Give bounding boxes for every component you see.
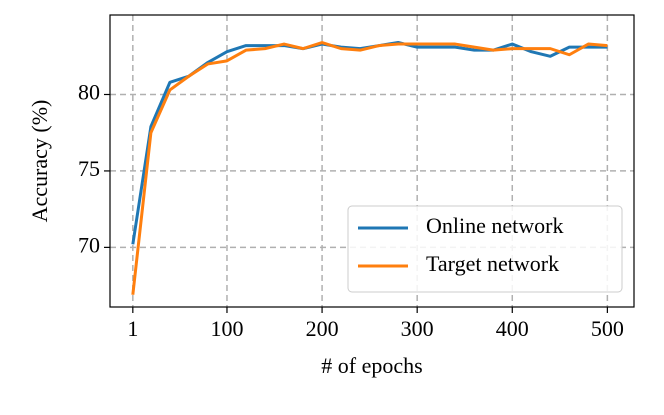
y-tick-label: 75 — [78, 156, 100, 181]
x-tick-label: 200 — [306, 316, 339, 341]
x-tick-label: 400 — [496, 316, 529, 341]
legend-label: Target network — [426, 251, 559, 276]
y-axis-label: Accuracy (%) — [27, 100, 52, 223]
line-series — [131, 41, 608, 295]
legend-box — [347, 205, 623, 293]
legend-label: Online network — [426, 213, 563, 238]
x-tick-label: 300 — [401, 316, 434, 341]
y-tick-label: 80 — [78, 80, 100, 105]
x-tick-label: 500 — [591, 316, 624, 341]
x-axis-label: # of epochs — [321, 353, 422, 378]
x-tick-label: 1 — [127, 316, 138, 341]
plot-frame — [109, 14, 635, 308]
y-tick-label: 70 — [78, 232, 100, 257]
x-tick-label: 100 — [210, 316, 243, 341]
